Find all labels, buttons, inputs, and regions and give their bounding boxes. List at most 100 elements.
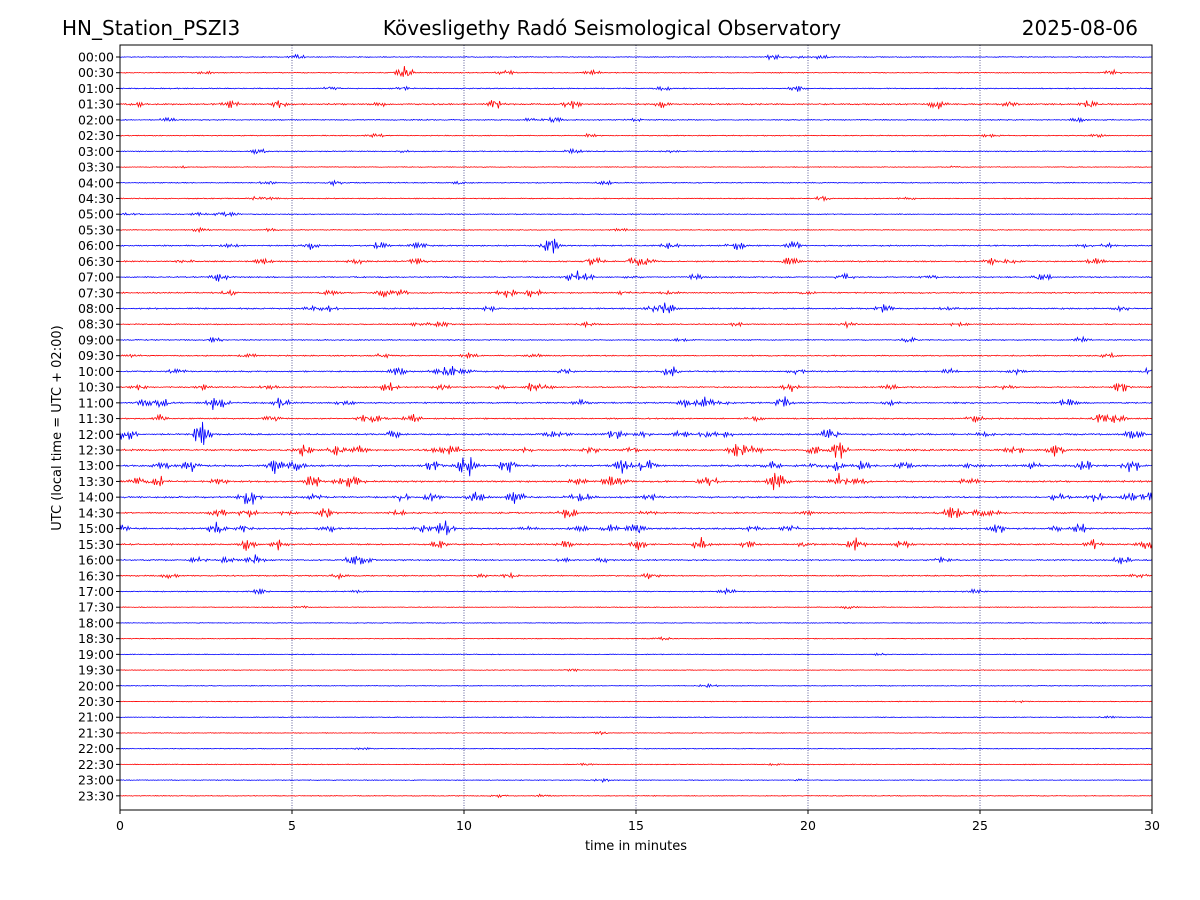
- x-tick-label: 25: [972, 818, 988, 833]
- chart-date: 2025-08-06: [1022, 16, 1138, 40]
- trace-1600: [119, 554, 1153, 565]
- trace-0030: [119, 66, 1153, 77]
- y-tick-label: 04:30: [78, 191, 114, 206]
- y-tick-label: 02:30: [78, 128, 114, 143]
- y-tick-label: 15:00: [78, 521, 114, 536]
- y-tick-label: 20:30: [78, 694, 114, 709]
- trace-0700: [119, 270, 1153, 282]
- x-axis-label: time in minutes: [585, 839, 687, 854]
- trace-1400: [119, 491, 1153, 505]
- trace-2300: [119, 777, 1153, 784]
- y-tick-label: 09:00: [78, 332, 114, 347]
- trace-0730: [119, 288, 1153, 298]
- trace-0300: [119, 147, 1153, 155]
- trace-1430: [119, 507, 1153, 519]
- y-axis-ticks: 00:0000:3001:0001:3002:0002:3003:0003:30…: [78, 50, 120, 803]
- x-axis-ticks: 0 5 10 15 20 25 30: [116, 810, 1160, 833]
- y-tick-label: 15:30: [78, 537, 114, 552]
- trace-1330: [119, 472, 1153, 491]
- trace-1900: [119, 652, 1153, 657]
- x-tick-label: 20: [800, 818, 816, 833]
- y-tick-label: 23:00: [78, 773, 114, 788]
- y-tick-label: 16:30: [78, 568, 114, 583]
- trace-1730: [119, 605, 1153, 610]
- y-tick-label: 14:30: [78, 505, 114, 520]
- y-tick-label: 13:30: [78, 474, 114, 489]
- y-tick-label: 08:00: [78, 301, 114, 316]
- trace-1200: [119, 421, 1153, 446]
- x-tick-label: 30: [1144, 818, 1160, 833]
- trace-2330: [120, 793, 1153, 799]
- y-tick-label: 11:00: [78, 395, 114, 410]
- y-tick-label: 03:30: [78, 160, 114, 175]
- trace-1000: [119, 366, 1153, 377]
- y-tick-label: 17:30: [78, 600, 114, 615]
- y-tick-label: 02:00: [78, 112, 114, 127]
- y-tick-label: 12:00: [78, 427, 114, 442]
- y-tick-label: 04:00: [78, 175, 114, 190]
- trace-0430: [119, 195, 1153, 203]
- y-tick-label: 10:00: [78, 364, 114, 379]
- y-tick-label: 21:30: [78, 725, 114, 740]
- y-tick-label: 22:30: [78, 757, 114, 772]
- y-tick-label: 22:00: [78, 741, 114, 756]
- trace-2100: [119, 715, 1153, 719]
- y-tick-label: 00:00: [78, 50, 114, 65]
- y-tick-label: 06:30: [78, 254, 114, 269]
- trace-1800: [119, 621, 1153, 625]
- trace-0200: [119, 116, 1153, 124]
- trace-0130: [119, 99, 1153, 110]
- y-tick-label: 01:00: [78, 81, 114, 96]
- y-tick-label: 01:30: [78, 97, 114, 112]
- trace-0930: [119, 351, 1153, 360]
- y-tick-label: 17:00: [78, 584, 114, 599]
- x-tick-label: 15: [628, 818, 644, 833]
- trace-0330: [119, 165, 1152, 169]
- y-tick-label: 06:00: [78, 238, 114, 253]
- trace-1630: [119, 571, 1153, 581]
- y-tick-label: 12:30: [78, 443, 114, 458]
- y-tick-label: 18:00: [78, 615, 114, 630]
- trace-1300: [119, 457, 1153, 477]
- y-tick-label: 05:00: [78, 207, 114, 222]
- trace-1700: [119, 587, 1153, 596]
- y-tick-label: 19:00: [78, 647, 114, 662]
- trace-1830: [119, 636, 1153, 641]
- trace-1500: [119, 520, 1153, 536]
- trace-0230: [119, 132, 1153, 139]
- y-tick-label: 05:30: [78, 222, 114, 237]
- trace-1230: [119, 442, 1153, 459]
- x-tick-label: 0: [116, 818, 124, 833]
- y-tick-label: 09:30: [78, 348, 114, 363]
- trace-0500: [119, 211, 1153, 218]
- trace-0900: [119, 335, 1153, 343]
- trace-2200: [119, 747, 1153, 751]
- trace-0800: [119, 302, 1153, 314]
- y-tick-label: 14:00: [78, 490, 114, 505]
- seismic-traces: [119, 53, 1153, 799]
- y-tick-label: 07:30: [78, 285, 114, 300]
- y-tick-label: 16:00: [78, 553, 114, 568]
- trace-1100: [119, 396, 1153, 411]
- trace-1130: [119, 413, 1153, 424]
- y-tick-label: 23:30: [78, 788, 114, 803]
- station-name: HN_Station_PSZI3: [62, 16, 240, 40]
- trace-0830: [119, 320, 1153, 330]
- trace-0600: [119, 238, 1153, 254]
- trace-0000: [119, 53, 1153, 61]
- y-tick-label: 00:30: [78, 65, 114, 80]
- y-tick-label: 08:30: [78, 317, 114, 332]
- y-axis-label: UTC (local time = UTC + 02:00): [50, 325, 65, 530]
- y-tick-label: 18:30: [78, 631, 114, 646]
- trace-1030: [119, 382, 1153, 392]
- trace-2130: [119, 730, 1153, 736]
- y-tick-label: 03:00: [78, 144, 114, 159]
- y-tick-label: 19:30: [78, 663, 114, 678]
- trace-0400: [119, 179, 1153, 187]
- trace-0530: [119, 226, 1153, 234]
- trace-0100: [119, 85, 1153, 92]
- trace-2000: [119, 682, 1153, 689]
- chart-title: Kövesligethy Radó Seismological Observat…: [383, 16, 841, 40]
- y-tick-label: 11:30: [78, 411, 114, 426]
